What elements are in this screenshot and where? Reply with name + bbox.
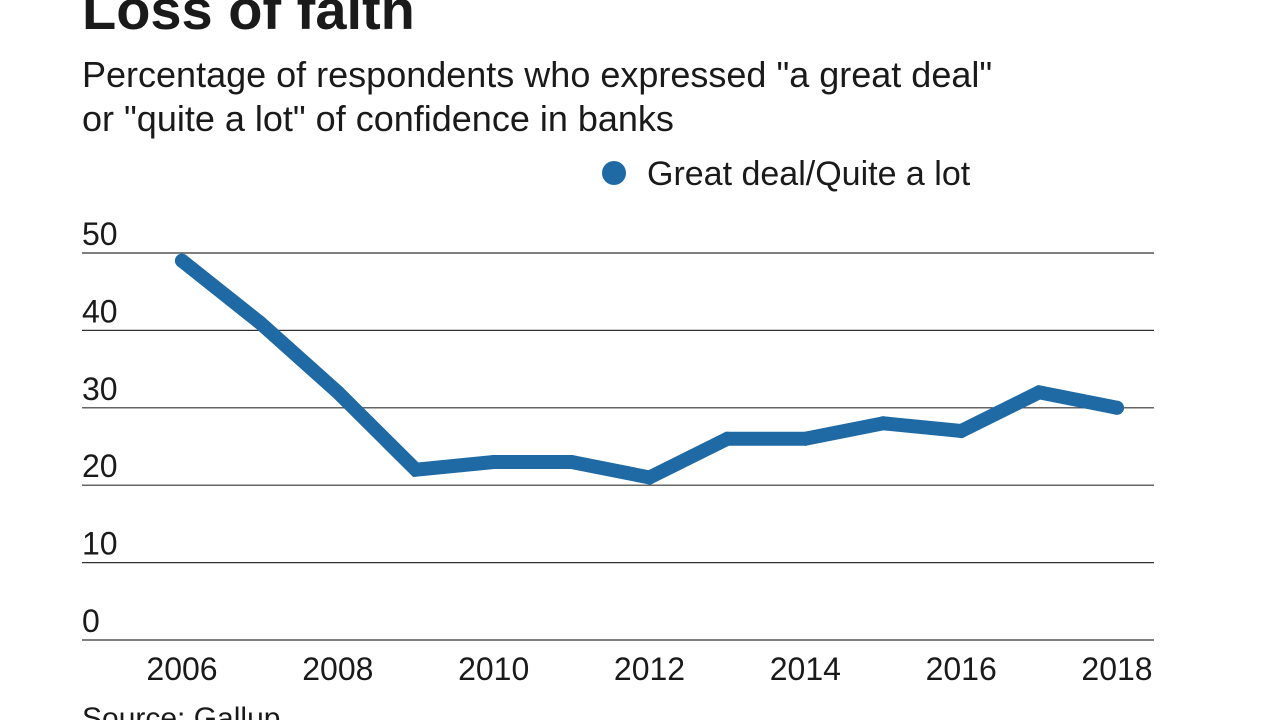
series-lines bbox=[175, 253, 1124, 485]
chart-title: Loss of faith bbox=[82, 0, 415, 41]
x-tick-label: 2008 bbox=[302, 651, 373, 687]
x-tick-label: 2010 bbox=[458, 651, 529, 687]
legend-label: Great deal/Quite a lot bbox=[647, 155, 971, 193]
data-point-2010 bbox=[486, 454, 501, 469]
x-axis-tick-labels: 2006 2008 2010 2012 2014 2016 2018 bbox=[146, 651, 1152, 687]
x-tick-label: 2006 bbox=[146, 651, 217, 687]
data-point-2011 bbox=[564, 454, 579, 469]
data-point-2016 bbox=[954, 424, 969, 439]
data-point-2014 bbox=[798, 431, 813, 446]
chart-subtitle: Percentage of respondents who expressed … bbox=[82, 53, 1182, 141]
y-axis-tick-labels: 0 10 20 30 40 50 bbox=[82, 216, 118, 639]
x-tick-label: 2016 bbox=[926, 651, 997, 687]
data-point-2018 bbox=[1110, 400, 1124, 415]
data-point-2015 bbox=[876, 416, 891, 431]
data-point-2017 bbox=[1032, 385, 1047, 400]
y-tick-label: 50 bbox=[82, 216, 118, 252]
source-note: Source: Gallup bbox=[82, 702, 281, 720]
x-tick-label: 2012 bbox=[614, 651, 685, 687]
y-tick-label: 40 bbox=[82, 293, 118, 329]
subtitle-line-2: or "quite a lot" of confidence in banks bbox=[82, 98, 674, 139]
series-line-0 bbox=[175, 253, 1124, 485]
y-tick-label: 20 bbox=[82, 448, 118, 484]
data-point-2012 bbox=[642, 470, 657, 485]
subtitle-line-1: Percentage of respondents who expressed … bbox=[82, 54, 993, 95]
legend-marker bbox=[602, 161, 626, 185]
data-point-2009 bbox=[408, 462, 423, 477]
x-tick-label: 2018 bbox=[1081, 651, 1152, 687]
data-point-2008 bbox=[330, 385, 345, 400]
x-tick-label: 2014 bbox=[770, 651, 841, 687]
data-point-2013 bbox=[720, 431, 735, 446]
data-point-2006 bbox=[175, 253, 189, 268]
legend: Great deal/Quite a lot bbox=[602, 155, 971, 193]
y-tick-label: 30 bbox=[82, 371, 118, 407]
y-tick-label: 0 bbox=[82, 603, 100, 639]
y-tick-label: 10 bbox=[82, 526, 118, 562]
data-point-2007 bbox=[252, 315, 267, 330]
